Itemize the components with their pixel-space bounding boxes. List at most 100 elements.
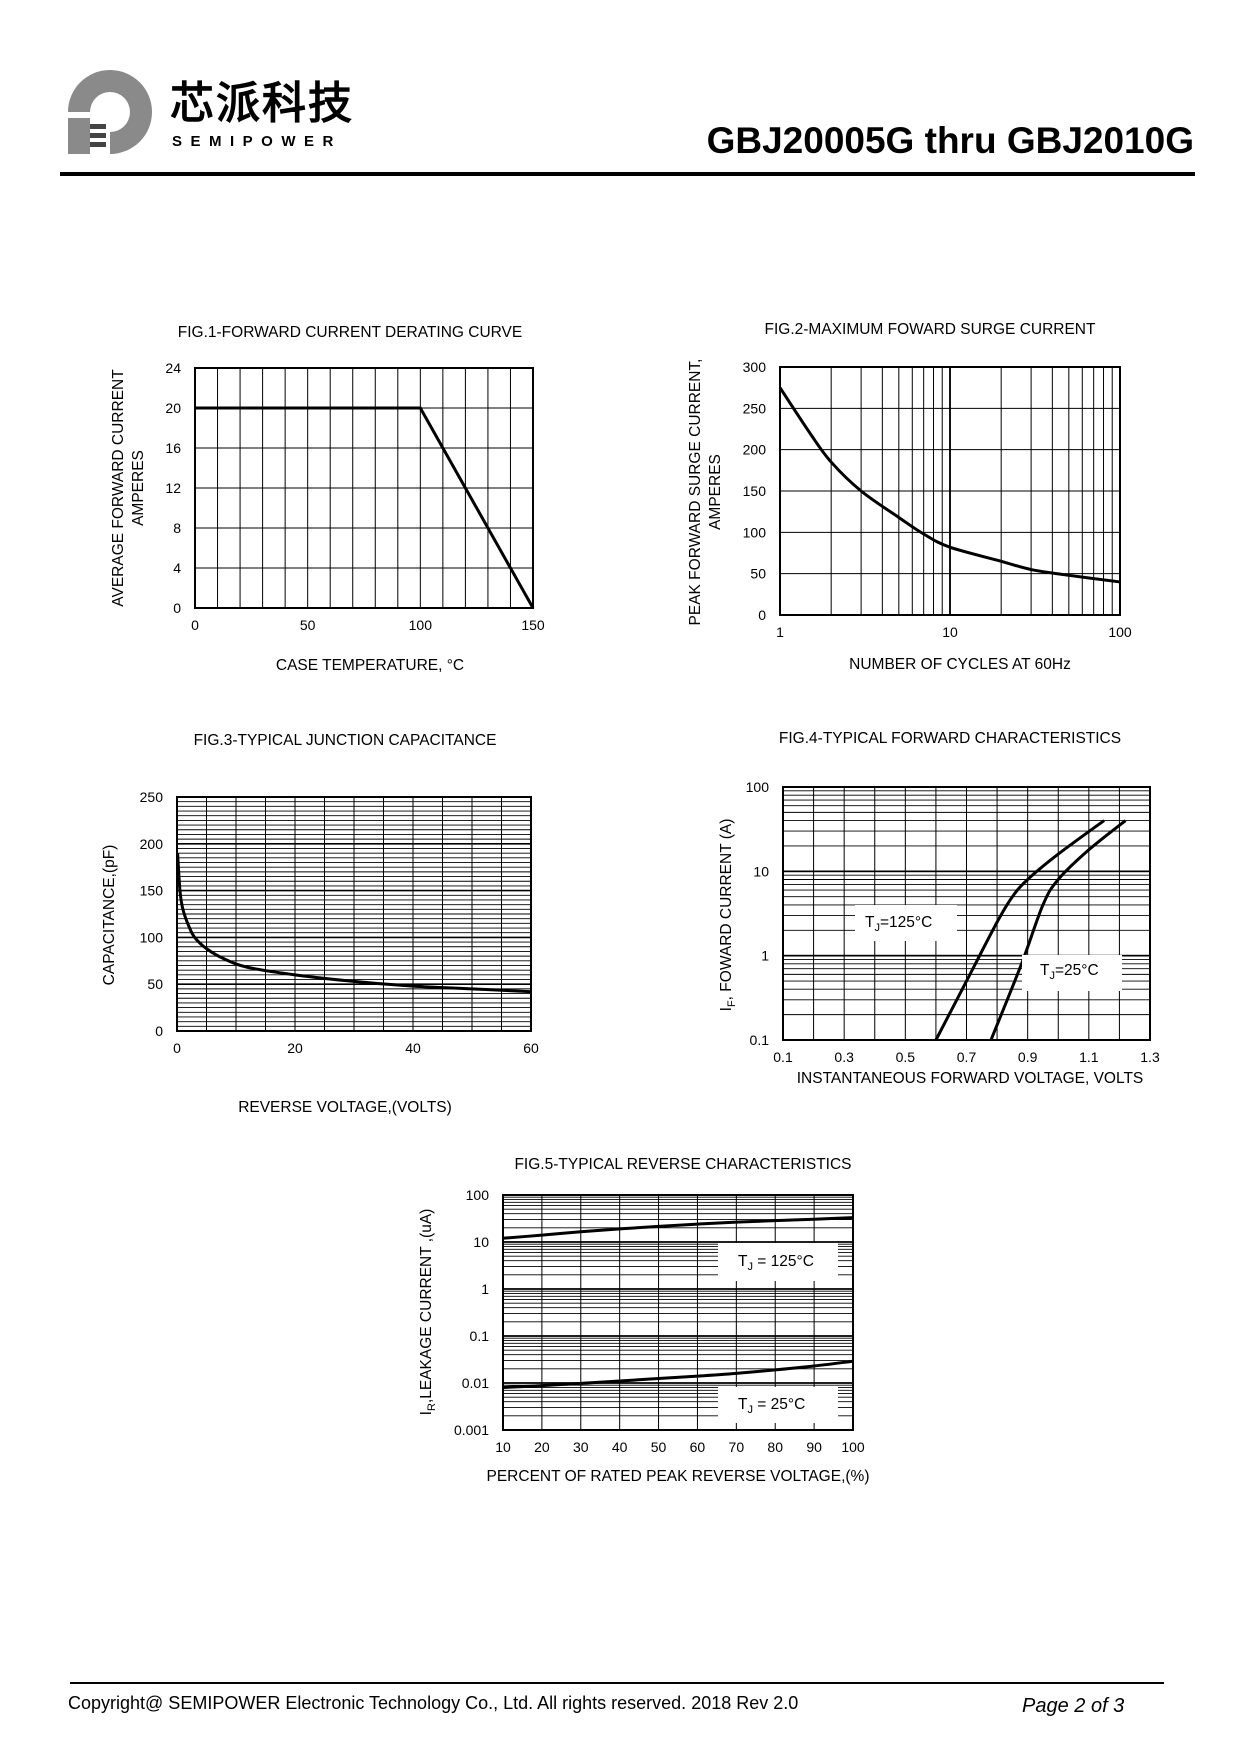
y-tick-label: 200 [743,442,767,458]
y-tick-label: 10 [753,863,769,879]
annotation-sub: J [874,922,880,934]
x-tick-label: 40 [405,1040,421,1056]
x-axis-label: NUMBER OF CYCLES AT 60Hz [849,656,1071,673]
footer-rule [70,1682,1164,1684]
x-tick-label: 20 [287,1040,303,1056]
y-tick-label: 0.001 [454,1422,489,1438]
y-tick-label: 150 [743,483,767,499]
y-tick-label: 8 [173,520,181,536]
fig1-grid [194,367,534,609]
x-tick-label: 40 [612,1439,628,1455]
y-tick-label: 0 [173,600,181,616]
annotation-sub: J [747,1261,753,1273]
x-tick-label: 50 [651,1439,667,1455]
y-tick-label: 100 [140,929,164,945]
annotation-main: T [865,914,875,931]
fig4-series-line [989,819,1127,1041]
annotation-main: T [738,1253,748,1270]
chart-title: FIG.4-TYPICAL FORWARD CHARACTERISTICS [779,730,1121,747]
y-axis-label: IR,LEAKAGE CURRENT ,(uA) [418,1209,438,1416]
annotation-box [718,1243,838,1281]
y-tick-label: 200 [140,836,164,852]
fig3-grid [176,796,532,1032]
y-axis-label-rest: , FOWARD CURRENT (A) [718,819,735,1001]
fig1-chart: 0 50 100 150 0 4 8 12 16 20 24 FIG.1-FORWARD CURREN… [110,324,545,674]
y-tick-label: 10 [473,1234,489,1250]
document-title: GBJ20005G thru GBJ2010G [706,120,1194,161]
x-tick-label: 150 [521,617,545,633]
x-tick-label: 0 [173,1040,181,1056]
fig1-series-line [195,406,535,609]
y-tick-label: 300 [743,359,767,375]
chart-title: FIG.3-TYPICAL JUNCTION CAPACITANCE [194,732,497,749]
annotation-rest: = 25°C [753,1396,805,1413]
fig4-series-line [934,819,1106,1041]
fig2-grid [779,366,1121,616]
annotation-main: T [738,1396,748,1413]
x-tick-label: 60 [690,1439,706,1455]
x-axis-label: CASE TEMPERATURE, °C [276,657,464,674]
x-tick-label: 0.9 [1018,1049,1038,1065]
y-axis-label: AMPERES [130,450,147,526]
y-axis-label-main: I [418,1411,435,1415]
y-tick-label: 50 [147,976,163,992]
y-tick-label: 16 [165,440,181,456]
y-tick-label: 150 [140,883,164,899]
y-tick-label: 20 [165,400,181,416]
y-tick-label: 250 [140,789,164,805]
y-axis-label: AVERAGE FORWARD CURRENT [110,369,127,607]
annotation-main: T [1040,962,1050,979]
y-axis-label: PEAK FORWARD SURGE CURRENT, [687,359,704,626]
x-tick-label: 0.7 [957,1049,977,1065]
annotation-rest: =25°C [1055,962,1099,979]
page-number: Page 2 of 3 [1022,1695,1125,1717]
annotation-sub: J [1049,970,1055,982]
annotation-box [718,1387,838,1423]
series-annotation: TJ=25°C [1040,962,1099,982]
y-axis-label: AMPERES [707,454,724,530]
x-tick-label: 100 [841,1439,865,1455]
y-tick-label: 100 [466,1187,490,1203]
fig3-series-line [176,853,532,994]
fig2-chart: 1 10 100 0 50 100 150 200 250 300 FIG.2-MAXIMUM FO… [687,321,1132,673]
y-tick-label: 250 [743,400,767,416]
x-tick-label: 0 [191,617,199,633]
header-rule [60,172,1195,176]
y-tick-label: 0.1 [470,1328,490,1344]
series-annotation: TJ = 25°C [738,1396,805,1416]
x-tick-label: 1.3 [1140,1049,1160,1065]
y-tick-label: 4 [173,560,181,576]
brand-chinese-name: 芯派科技 [170,78,354,129]
x-tick-label: 0.5 [896,1049,916,1065]
x-axis-label: INSTANTANEOUS FORWARD VOLTAGE, VOLTS [797,1070,1144,1087]
fig4-grid [782,786,1151,1041]
annotation-rest: = 125°C [753,1253,814,1270]
fig4-plot-frame [782,786,1151,1041]
chart-title: FIG.5-TYPICAL REVERSE CHARACTERISTICS [514,1156,851,1173]
y-tick-label: 1 [761,948,769,964]
y-axis-label-sub: F [726,1000,738,1007]
fig5-series-line [502,1359,854,1390]
x-axis-label: REVERSE VOLTAGE,(VOLTS) [238,1099,452,1116]
fig1-plot-frame [194,367,534,609]
y-tick-label: 12 [165,480,181,496]
y-axis-label-main: I [718,1007,735,1011]
y-axis-label-sub: R [426,1403,438,1411]
fig5-plot-frame [502,1194,854,1431]
y-tick-label: 50 [750,566,766,582]
x-tick-label: 90 [806,1439,822,1455]
x-tick-label: 30 [573,1439,589,1455]
series-annotation: TJ = 125°C [738,1253,814,1273]
brand-english-name: SEMIPOWER [172,133,342,150]
x-tick-label: 20 [534,1439,550,1455]
x-tick-label: 80 [767,1439,783,1455]
x-tick-label: 50 [300,617,316,633]
series-annotation: TJ=125°C [865,914,932,934]
y-axis-label: IF, FOWARD CURRENT (A) [718,819,738,1012]
fig3-chart: 0 20 40 60 0 50 100 150 200 250 FIG.3-TYPICAL JUNC… [101,732,539,1116]
x-tick-label: 60 [523,1040,539,1056]
x-tick-label: 0.3 [834,1049,854,1065]
fig2-series-line [778,386,1121,584]
x-tick-label: 100 [409,617,433,633]
